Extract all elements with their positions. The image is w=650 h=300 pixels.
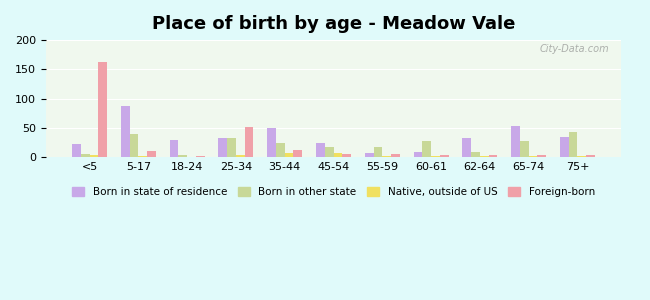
Bar xyxy=(98,62,107,157)
Bar xyxy=(560,137,569,157)
Bar xyxy=(391,154,400,157)
Bar xyxy=(520,141,528,157)
Bar xyxy=(480,156,489,157)
Bar xyxy=(325,147,333,157)
Bar xyxy=(294,150,302,157)
Bar xyxy=(569,132,577,157)
Bar xyxy=(440,155,448,157)
Bar xyxy=(178,155,187,157)
Bar xyxy=(489,155,497,157)
Bar xyxy=(121,106,129,157)
Bar xyxy=(138,156,147,157)
Bar xyxy=(129,134,138,157)
Bar xyxy=(218,138,227,157)
Text: City-Data.com: City-Data.com xyxy=(540,44,610,54)
Bar xyxy=(333,153,343,157)
Bar xyxy=(577,156,586,157)
Bar xyxy=(431,156,440,157)
Bar xyxy=(538,155,546,157)
Bar xyxy=(343,154,351,157)
Bar xyxy=(81,154,90,157)
Bar xyxy=(422,141,431,157)
Bar xyxy=(316,142,325,157)
Bar xyxy=(196,156,205,157)
Bar xyxy=(267,128,276,157)
Bar xyxy=(90,155,98,157)
Bar xyxy=(413,152,423,157)
Bar xyxy=(285,153,294,157)
Bar xyxy=(528,156,538,157)
Bar xyxy=(244,127,254,157)
Bar xyxy=(236,155,244,157)
Bar xyxy=(374,147,382,157)
Bar xyxy=(227,139,236,157)
Bar xyxy=(365,152,374,157)
Title: Place of birth by age - Meadow Vale: Place of birth by age - Meadow Vale xyxy=(152,15,515,33)
Bar xyxy=(72,144,81,157)
Bar xyxy=(170,140,178,157)
Bar xyxy=(511,126,520,157)
Bar xyxy=(471,152,480,157)
Legend: Born in state of residence, Born in other state, Native, outside of US, Foreign-: Born in state of residence, Born in othe… xyxy=(68,183,599,201)
Bar xyxy=(586,155,595,157)
Bar xyxy=(462,138,471,157)
Bar xyxy=(276,143,285,157)
Bar xyxy=(382,156,391,157)
Bar xyxy=(147,151,156,157)
